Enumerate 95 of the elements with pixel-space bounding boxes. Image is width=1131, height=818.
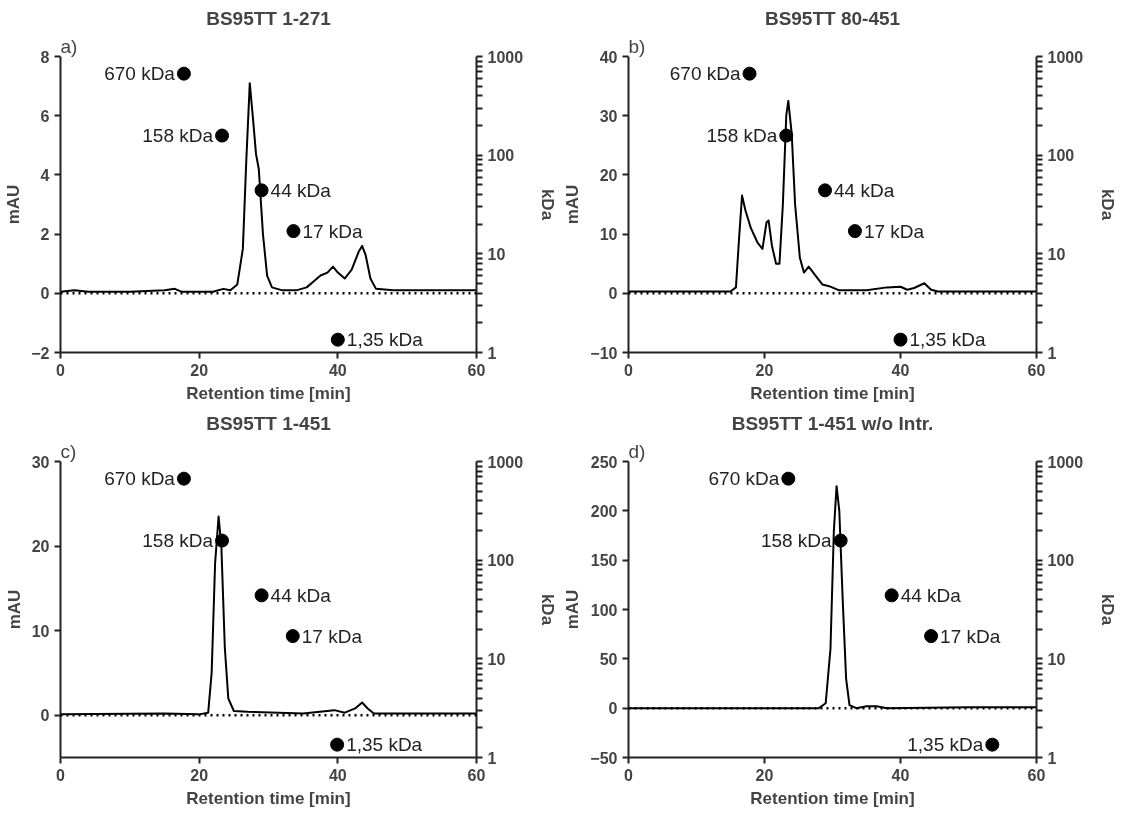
y2-tick-label: 10 bbox=[1047, 245, 1066, 263]
y2-axis-title: kDa bbox=[1098, 593, 1118, 626]
y-tick-label: −10 bbox=[590, 344, 618, 362]
data-label: 17 kDa bbox=[301, 625, 363, 647]
x-tick-label: 20 bbox=[190, 766, 209, 784]
data-label: 44 kDa bbox=[834, 179, 895, 201]
y-tick-label: 40 bbox=[599, 48, 618, 66]
x-tick-label: 40 bbox=[891, 766, 910, 784]
data-label: 1,35 kDa bbox=[346, 734, 423, 756]
data-label: 17 kDa bbox=[863, 220, 925, 242]
y2-tick-label: 1000 bbox=[1047, 48, 1084, 66]
y-axis-title: mAU bbox=[4, 184, 24, 225]
data-label: 158 kDa bbox=[142, 530, 214, 552]
y-tick-label: 8 bbox=[40, 48, 50, 66]
y-axis-title: mAU bbox=[563, 589, 583, 630]
chart-title: BS95TT 1-271 bbox=[206, 7, 332, 29]
y-tick-label: 20 bbox=[31, 538, 50, 556]
data-label: 17 kDa bbox=[940, 625, 1001, 647]
y2-axis-title: kDa bbox=[538, 188, 558, 221]
y-tick-label: 30 bbox=[31, 453, 50, 471]
x-tick-label: 0 bbox=[624, 361, 634, 379]
x-tick-label: 0 bbox=[56, 361, 66, 379]
y2-tick-label: 10 bbox=[487, 245, 506, 263]
x-tick-label: 60 bbox=[467, 361, 486, 379]
x-tick-label: 60 bbox=[1027, 766, 1046, 784]
y2-tick-label: 1 bbox=[1047, 749, 1057, 767]
x-tick-label: 60 bbox=[1027, 361, 1046, 379]
y2-tick-label: 1000 bbox=[1047, 453, 1084, 471]
y-tick-label: 30 bbox=[599, 107, 618, 125]
y-tick-label: 10 bbox=[31, 622, 50, 640]
data-label: 670 kDa bbox=[669, 63, 741, 85]
y-tick-label: 200 bbox=[590, 502, 618, 520]
y-tick-label: 4 bbox=[40, 166, 50, 184]
data-label: 158 kDa bbox=[760, 530, 833, 552]
x-tick-label: 40 bbox=[891, 361, 910, 379]
y-tick-label: 0 bbox=[40, 707, 50, 725]
y-tick-label: 0 bbox=[40, 285, 50, 303]
y-tick-label: 0 bbox=[608, 700, 618, 718]
y-tick-label: 50 bbox=[599, 650, 618, 668]
annotation: d) bbox=[628, 440, 646, 462]
y2-tick-label: 1 bbox=[487, 749, 497, 767]
data-label: 670 kDa bbox=[104, 468, 176, 490]
y2-tick-label: 10 bbox=[487, 650, 506, 668]
x-tick-label: 40 bbox=[328, 766, 347, 784]
y-tick-label: 0 bbox=[608, 285, 618, 303]
x-tick-label: 20 bbox=[190, 361, 209, 379]
x-axis-title: Retention time [min] bbox=[186, 383, 351, 403]
x-axis-title: Retention time [min] bbox=[750, 383, 915, 403]
y2-tick-label: 1000 bbox=[487, 453, 524, 471]
data-label: 158 kDa bbox=[706, 125, 778, 147]
x-axis-title: Retention time [min] bbox=[186, 788, 351, 808]
chart-title: BS95TT 1-451 w/o Intr. bbox=[731, 412, 934, 434]
x-tick-label: 20 bbox=[755, 766, 774, 784]
chart-title: BS95TT 1-451 bbox=[206, 412, 332, 434]
y2-tick-label: 100 bbox=[487, 552, 515, 570]
y-tick-label: 2 bbox=[40, 226, 50, 244]
y-tick-label: 6 bbox=[40, 107, 50, 125]
x-tick-label: 60 bbox=[467, 766, 486, 784]
data-label: 1,35 kDa bbox=[909, 329, 986, 351]
data-label: 1,35 kDa bbox=[907, 734, 984, 756]
y2-tick-label: 100 bbox=[1047, 552, 1075, 570]
text: c) bbox=[60, 440, 77, 462]
y2-tick-label: 100 bbox=[1047, 147, 1075, 165]
x-tick-label: 0 bbox=[624, 766, 634, 784]
data-label: 44 kDa bbox=[900, 584, 962, 606]
data-label: 44 kDa bbox=[270, 179, 332, 201]
y-tick-label: 250 bbox=[590, 453, 618, 471]
data-label: 158 kDa bbox=[142, 125, 214, 147]
x-axis-title: Retention time [min] bbox=[750, 788, 915, 808]
chart-title: BS95TT 80-451 bbox=[764, 7, 901, 29]
annotation: b) bbox=[628, 35, 646, 57]
y-tick-label: 10 bbox=[599, 226, 618, 244]
y-tick-label: 20 bbox=[599, 166, 618, 184]
data-label: 44 kDa bbox=[270, 584, 332, 606]
y2-tick-label: 1 bbox=[1047, 344, 1057, 362]
data-label: 17 kDa bbox=[302, 220, 364, 242]
y-tick-label: 100 bbox=[590, 601, 618, 619]
y-axis-title: mAU bbox=[4, 589, 24, 630]
data-label: 670 kDa bbox=[708, 468, 780, 490]
y-tick-label: −50 bbox=[590, 749, 618, 767]
x-tick-label: 0 bbox=[56, 766, 66, 784]
y2-tick-label: 1000 bbox=[487, 48, 524, 66]
x-tick-label: 40 bbox=[328, 361, 347, 379]
annotation: a) bbox=[60, 35, 78, 57]
y2-axis-title: kDa bbox=[538, 593, 558, 626]
y-axis-title: mAU bbox=[563, 184, 583, 225]
y2-axis-title: kDa bbox=[1098, 188, 1118, 221]
data-label: 1,35 kDa bbox=[346, 329, 424, 351]
y-tick-label: −2 bbox=[31, 344, 50, 362]
y-tick-label: 150 bbox=[590, 552, 618, 570]
x-tick-label: 20 bbox=[755, 361, 774, 379]
y2-tick-label: 1 bbox=[487, 344, 497, 362]
y2-tick-label: 10 bbox=[1047, 650, 1066, 668]
data-label: 670 kDa bbox=[104, 63, 176, 85]
y2-tick-label: 100 bbox=[487, 147, 515, 165]
